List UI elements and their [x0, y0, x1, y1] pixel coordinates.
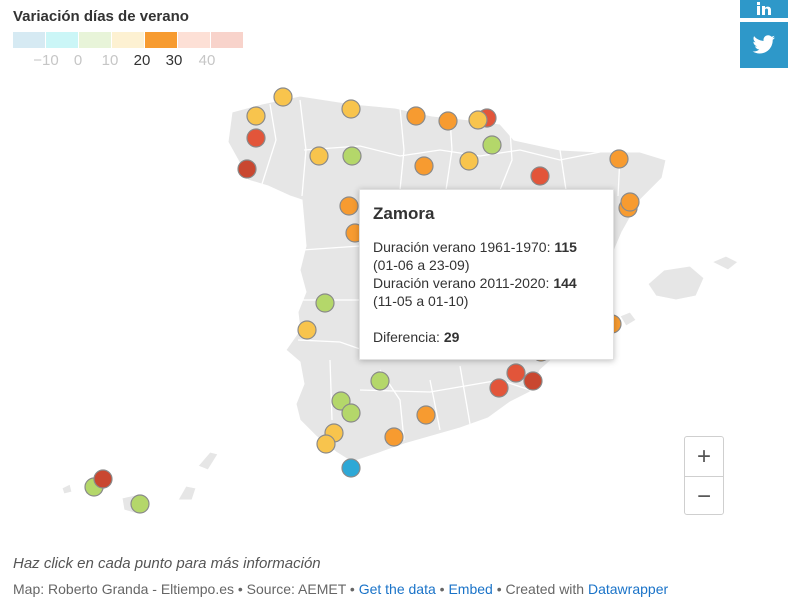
province-point[interactable]: [384, 427, 404, 447]
province-point[interactable]: [315, 293, 335, 313]
tooltip-label: Duración verano 2011-2020:: [373, 275, 554, 291]
tooltip-title: Zamora: [373, 204, 435, 223]
legend-ticks: −10 0 10 20 30 40: [13, 52, 253, 70]
province-point[interactable]: [341, 99, 361, 119]
province-point[interactable]: [414, 156, 434, 176]
legend-swatch: [211, 32, 243, 48]
linkedin-icon: [757, 2, 771, 15]
legend-swatch: [79, 32, 111, 48]
twitter-share-button[interactable]: [740, 22, 788, 68]
province-point[interactable]: [489, 378, 509, 398]
legend-tick: 10: [101, 52, 119, 69]
legend-title: Variación días de verano: [13, 8, 189, 25]
province-point[interactable]: [297, 320, 317, 340]
province-point[interactable]: [130, 494, 150, 514]
mallorca-island: [647, 265, 705, 301]
province-point[interactable]: [370, 371, 390, 391]
province-point[interactable]: [530, 166, 550, 186]
province-point[interactable]: [506, 363, 526, 383]
tooltip-value: 115: [554, 239, 577, 255]
province-tooltip: Zamora Duración verano 1961-1970: 115 (0…: [359, 189, 614, 360]
menorca-island: [710, 255, 739, 271]
province-point[interactable]: [468, 110, 488, 130]
embed-link[interactable]: Embed: [448, 581, 493, 597]
province-point[interactable]: [459, 151, 479, 171]
canary-island: [177, 485, 197, 501]
ibiza-island: [619, 311, 637, 327]
footer-separator: •: [435, 581, 449, 597]
province-point[interactable]: [341, 403, 361, 423]
province-point[interactable]: [246, 106, 266, 126]
tooltip-dates-1961: (01-06 a 23-09): [373, 257, 470, 273]
province-point[interactable]: [482, 135, 502, 155]
province-point[interactable]: [342, 146, 362, 166]
tooltip-label: Duración verano 1961-1970:: [373, 239, 555, 255]
tooltip-dates-2011: (11-05 a 01-10): [373, 293, 469, 309]
province-point[interactable]: [406, 106, 426, 126]
legend-tick: −10: [33, 52, 59, 69]
province-point[interactable]: [309, 146, 329, 166]
province-point[interactable]: [237, 159, 257, 179]
twitter-icon: [752, 35, 775, 54]
linkedin-share-button[interactable]: [740, 0, 788, 18]
datawrapper-link[interactable]: Datawrapper: [587, 581, 669, 597]
province-point[interactable]: [416, 405, 436, 425]
source-footer: Map: Roberto Granda - Eltiempo.es • Sour…: [13, 581, 668, 597]
province-point[interactable]: [273, 87, 293, 107]
legend-swatch: [112, 32, 144, 48]
province-point[interactable]: [620, 192, 640, 212]
get-the-data-link[interactable]: Get the data: [358, 581, 436, 597]
map-instruction-note: Haz click en cada punto para más informa…: [13, 555, 321, 572]
legend-swatch: [46, 32, 78, 48]
province-point[interactable]: [438, 111, 458, 131]
footer-credit: Map: Roberto Granda - Eltiempo.es • Sour…: [13, 581, 359, 597]
canary-island: [197, 451, 219, 471]
zoom-controls: + −: [684, 436, 724, 515]
tooltip-line-2011: Duración verano 2011-2020: 144: [373, 274, 600, 292]
zoom-in-button[interactable]: +: [685, 437, 723, 477]
canary-island: [61, 483, 73, 495]
legend-tick: 0: [73, 52, 83, 69]
province-point[interactable]: [246, 128, 266, 148]
footer-separator: • Created with: [492, 581, 588, 597]
legend-tick: 40: [198, 52, 216, 69]
zoom-out-button[interactable]: −: [696, 482, 711, 510]
tooltip-label: Diferencia:: [373, 329, 444, 345]
tooltip-difference: Diferencia: 29: [373, 328, 600, 346]
legend-tick: 20: [133, 52, 151, 69]
province-point[interactable]: [316, 434, 336, 454]
province-point[interactable]: [523, 371, 543, 391]
legend-color-scale: [13, 32, 244, 48]
legend-swatch: [145, 32, 177, 48]
tooltip-value: 29: [443, 329, 460, 345]
province-point[interactable]: [341, 458, 361, 478]
legend-tick: 30: [165, 52, 183, 69]
province-point[interactable]: [93, 469, 113, 489]
province-point[interactable]: [339, 196, 359, 216]
province-point[interactable]: [609, 149, 629, 169]
legend-swatch: [178, 32, 210, 48]
tooltip-value: 144: [553, 275, 577, 291]
legend-swatch: [13, 32, 45, 48]
tooltip-line-1961: Duración verano 1961-1970: 115: [373, 238, 600, 256]
